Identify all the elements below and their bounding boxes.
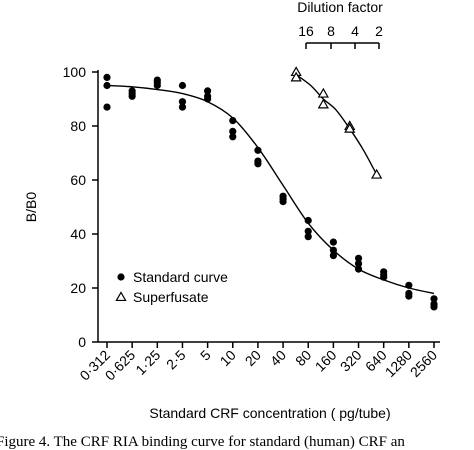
- legend: Standard curve Superfusate: [115, 269, 228, 305]
- y-tick-label: 40: [70, 226, 86, 242]
- legend-marker: [117, 273, 125, 281]
- data-point: [229, 133, 237, 141]
- data-point: [304, 216, 312, 225]
- data-point: [279, 198, 287, 206]
- x-tick-label: 5: [197, 347, 214, 364]
- data-point: [329, 252, 337, 260]
- y-tick-label: 80: [70, 118, 86, 134]
- y-tick-label: 100: [63, 64, 87, 80]
- data-point: [380, 273, 388, 281]
- data-point: [103, 103, 111, 111]
- data-point: [354, 260, 363, 268]
- data-point: [354, 265, 363, 273]
- data-point: [344, 122, 356, 133]
- fit-curve: [106, 84, 435, 295]
- data-point: [204, 95, 212, 103]
- dilution-axis-title: Dilution factor: [297, 0, 383, 15]
- data-point: [178, 81, 187, 90]
- data-points: [103, 66, 438, 311]
- y-tick-label: 20: [70, 280, 86, 296]
- dilution-tick-label: 2: [375, 23, 383, 39]
- data-point: [304, 227, 312, 235]
- data-point: [405, 292, 413, 300]
- y-tick-label: 60: [70, 172, 86, 188]
- x-tick-label: 80: [292, 347, 314, 369]
- data-point: [290, 71, 302, 82]
- x-tick-label: 320: [337, 347, 365, 375]
- data-point: [229, 117, 237, 125]
- x-tick-label: 1·25: [132, 347, 163, 378]
- dilution-tick-label: 8: [327, 23, 335, 39]
- data-point: [128, 92, 136, 100]
- y-tick-label: 0: [78, 334, 86, 350]
- fit-curves: [106, 74, 435, 295]
- x-axis-label: Standard CRF concentration ( pg/tube): [149, 405, 390, 421]
- legend-label: Superfusate: [133, 289, 209, 305]
- data-point: [371, 168, 383, 179]
- x-tick-label: 40: [267, 347, 289, 369]
- data-point: [405, 281, 413, 289]
- data-point: [103, 81, 111, 90]
- x-tick-label: 20: [242, 347, 264, 369]
- x-tick-label: 2·5: [163, 347, 189, 373]
- y-axis-label: B/B0: [23, 192, 39, 223]
- data-point: [317, 87, 329, 98]
- data-point: [329, 246, 337, 254]
- x-tick-label: 2560: [407, 347, 440, 380]
- data-point: [329, 238, 337, 246]
- dilution-factor-axis: 16 8 4 2 Dilution factor: [297, 0, 383, 49]
- data-point: [178, 98, 187, 106]
- figure-caption: Figure 4. The CRF RIA binding curve for …: [0, 434, 405, 450]
- dilution-tick-label: 16: [298, 23, 314, 39]
- data-point: [178, 103, 187, 111]
- legend-marker: [115, 291, 127, 302]
- data-point: [153, 81, 161, 90]
- data-point: [254, 160, 262, 168]
- data-point: [430, 303, 438, 311]
- axes: [92, 70, 440, 348]
- x-tick-label: 1280: [382, 347, 415, 380]
- x-tick-label: 10: [217, 347, 239, 369]
- data-point: [254, 146, 262, 154]
- data-point: [354, 254, 363, 262]
- data-point: [103, 73, 111, 81]
- legend-label: Standard curve: [133, 269, 228, 285]
- data-point: [430, 295, 438, 303]
- data-point: [204, 87, 212, 95]
- x-tick-label: 160: [312, 347, 340, 375]
- data-point: [229, 127, 237, 135]
- fit-curve: [295, 74, 378, 175]
- data-point: [304, 233, 312, 241]
- dilution-tick-label: 4: [351, 23, 359, 39]
- data-point: [317, 98, 329, 109]
